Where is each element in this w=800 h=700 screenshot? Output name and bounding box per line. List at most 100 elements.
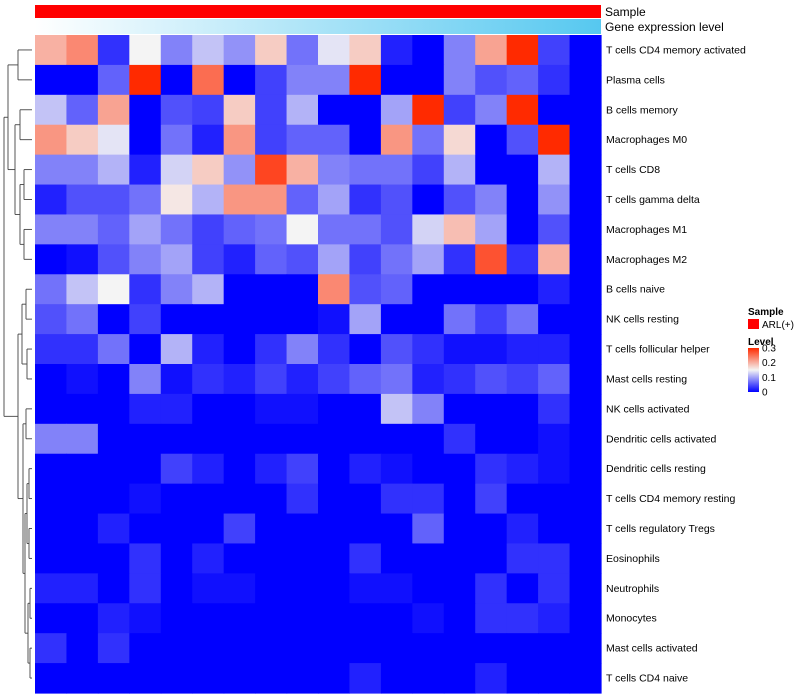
heatmap-cell: [349, 573, 382, 604]
heatmap-cell: [569, 94, 602, 126]
heatmap-cell: [475, 64, 508, 96]
heatmap-cell: [443, 334, 476, 365]
heatmap-cell: [443, 274, 476, 305]
heatmap-cell: [569, 124, 602, 156]
heatmap-cell: [380, 603, 413, 634]
heatmap-cell: [286, 364, 319, 395]
heatmap-cell: [569, 393, 602, 425]
heatmap-cell: [129, 274, 162, 305]
heatmap-cell: [349, 214, 382, 245]
heatmap-cell: [255, 274, 288, 305]
heatmap-cell: [66, 393, 99, 425]
heatmap-cell: [380, 633, 413, 664]
heatmap-cell: [412, 663, 445, 694]
heatmap-cell: [160, 154, 193, 186]
heatmap-cell: [569, 423, 602, 455]
heatmap-cell: [475, 94, 508, 126]
heatmap-cell: [349, 124, 382, 156]
heatmap-cell: [443, 364, 476, 395]
heatmap-cell: [538, 94, 571, 126]
heatmap-cell: [506, 64, 539, 96]
heatmap-cell: [160, 214, 193, 245]
heatmap-cell: [475, 633, 508, 664]
heatmap-cell: [349, 304, 382, 335]
heatmap-cell: [192, 453, 225, 485]
heatmap-cells: [35, 35, 602, 694]
legend-level-colorbar: [748, 348, 759, 392]
heatmap-cell: [35, 304, 68, 335]
heatmap-cell: [129, 423, 162, 455]
heatmap-cell: [286, 633, 319, 664]
heatmap-cell: [160, 573, 193, 604]
heatmap-cell: [349, 35, 382, 66]
heatmap-cell: [349, 364, 382, 395]
heatmap-cell: [255, 184, 288, 216]
heatmap-cell: [506, 154, 539, 186]
heatmap-cell: [506, 453, 539, 485]
heatmap-cell: [160, 663, 193, 694]
heatmap-cell: [223, 124, 256, 156]
heatmap-cell: [129, 35, 162, 66]
heatmap-cell: [35, 483, 68, 515]
heatmap-cell: [318, 94, 351, 126]
heatmap-cell: [506, 184, 539, 216]
heatmap-cell: [223, 64, 256, 96]
heatmap-cell: [475, 154, 508, 186]
heatmap-cell: [160, 334, 193, 365]
heatmap-cell: [129, 483, 162, 515]
heatmap-cell: [443, 453, 476, 485]
heatmap-cell: [286, 573, 319, 604]
heatmap-cell: [286, 274, 319, 305]
legend-level-tick: 0.3: [762, 344, 776, 355]
heatmap-cell: [443, 483, 476, 515]
heatmap-cell: [97, 184, 130, 216]
heatmap-cell: [318, 633, 351, 664]
heatmap-cell: [475, 334, 508, 365]
heatmap-cell: [192, 244, 225, 275]
heatmap-cell: [412, 64, 445, 96]
row-label: Macrophages M0: [606, 134, 687, 146]
heatmap-cell: [129, 184, 162, 216]
heatmap-cell: [412, 453, 445, 485]
heatmap-cell: [349, 543, 382, 574]
heatmap-cell: [349, 334, 382, 365]
heatmap-cell: [192, 364, 225, 395]
heatmap-cell: [569, 304, 602, 335]
heatmap-cell: [286, 334, 319, 365]
heatmap-cell: [475, 184, 508, 216]
heatmap-cell: [380, 663, 413, 694]
heatmap-cell: [412, 483, 445, 515]
heatmap-cell: [286, 453, 319, 485]
heatmap-cell: [255, 423, 288, 455]
heatmap-cell: [475, 423, 508, 455]
heatmap-cell: [223, 573, 256, 604]
heatmap-cell: [538, 244, 571, 275]
heatmap-cell: [443, 304, 476, 335]
heatmap-cell: [66, 423, 99, 455]
heatmap-cell: [97, 423, 130, 455]
heatmap-cell: [538, 633, 571, 664]
heatmap-cell: [192, 35, 225, 66]
heatmap-cell: [349, 94, 382, 126]
heatmap-cell: [506, 423, 539, 455]
heatmap-cell: [129, 633, 162, 664]
heatmap-cell: [349, 633, 382, 664]
heatmap-cell: [35, 64, 68, 96]
heatmap-cell: [349, 244, 382, 275]
heatmap-cell: [160, 244, 193, 275]
heatmap-cell: [129, 124, 162, 156]
heatmap-cell: [97, 573, 130, 604]
row-dendrogram: [3, 49, 32, 679]
heatmap-cell: [160, 423, 193, 455]
heatmap-cell: [160, 633, 193, 664]
heatmap-cell: [66, 304, 99, 335]
heatmap-cell: [318, 603, 351, 634]
heatmap-cell: [412, 94, 445, 126]
heatmap-cell: [223, 94, 256, 126]
heatmap-cell: [286, 154, 319, 186]
heatmap-cell: [318, 453, 351, 485]
heatmap-cell: [538, 573, 571, 604]
heatmap-cell: [160, 603, 193, 634]
row-label: Dendritic cells resting: [606, 463, 706, 475]
legend-level-title: Level: [748, 337, 774, 348]
